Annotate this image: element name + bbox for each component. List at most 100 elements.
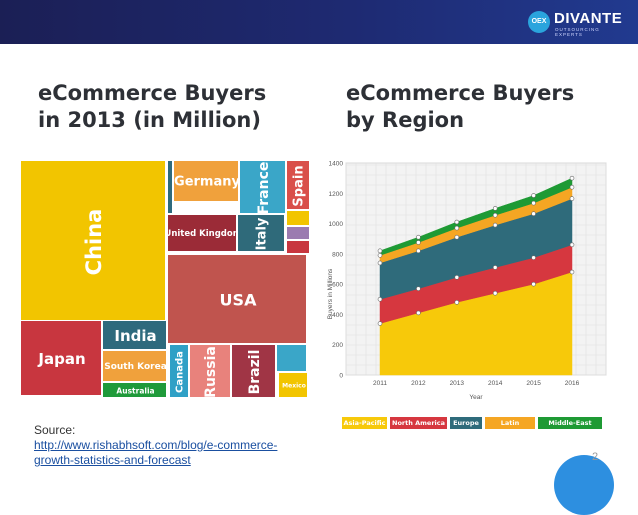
treemap-tile-brazil: Brazil [231, 344, 276, 398]
y-tick-label: 600 [332, 282, 343, 289]
data-point [531, 193, 536, 198]
left-heading-line2: in 2013 (in Million) [38, 108, 261, 132]
data-point [416, 234, 421, 240]
treemap-label: United Kingdom [167, 229, 237, 239]
data-point [454, 275, 460, 280]
left-heading-line1: eCommerce Buyers [38, 81, 267, 105]
right-chart-heading: eCommerce Buyers by Region [346, 80, 574, 134]
treemap-label: Italy [254, 217, 270, 251]
treemap-label: Brazil [246, 349, 263, 395]
data-point [377, 253, 383, 258]
treemap-tile-australia: Australia [102, 382, 167, 398]
treemap-label: Germany [174, 174, 239, 190]
data-point [416, 286, 421, 291]
x-tick-label: 2015 [526, 380, 541, 387]
treemap-label: Japan [38, 350, 86, 368]
treemap-label: Spain [291, 165, 307, 207]
treemap-tile-japan: Japan [20, 320, 102, 396]
treemap-tile-united-kingdom: United Kingdom [167, 214, 237, 252]
area-chart: 0 200 400 600 800 1000 1200 1400 2011 2012 2013 201… [327, 161, 607, 401]
oex-logo-icon: OEX [528, 11, 550, 33]
x-tick-label: 2013 [450, 380, 465, 387]
data-point [416, 248, 421, 254]
treemap-tile-mexico: Mexico [278, 372, 308, 398]
treemap-tile-small [286, 210, 310, 226]
left-chart-heading: eCommerce Buyers in 2013 (in Million) [38, 80, 266, 134]
source-link-line2[interactable]: growth-statistics-and-forecast [34, 453, 191, 467]
y-tick-label: 1400 [329, 161, 344, 168]
data-point [492, 290, 498, 296]
data-point [531, 255, 536, 260]
header-bar: OEX DIVANTE OUTSOURCING EXPERTS [0, 0, 638, 44]
treemap-tile-china: China [20, 160, 166, 322]
treemap-tile-canada: Canada [169, 344, 189, 398]
logo-name: DIVANTE [554, 10, 623, 27]
right-heading-line1: eCommerce Buyers [346, 81, 575, 105]
data-point [377, 248, 383, 254]
x-tick-label: 2012 [411, 380, 426, 387]
x-tick-label: 2016 [565, 380, 580, 387]
data-point [531, 211, 536, 217]
data-point [416, 240, 421, 245]
data-point [377, 260, 383, 266]
treemap-tile-france: France [239, 160, 286, 214]
treemap-label: China [82, 208, 106, 276]
treemap-label: USA [219, 290, 257, 310]
data-point [492, 222, 498, 228]
data-point [454, 225, 460, 231]
data-point [531, 281, 536, 287]
corner-decoration [554, 455, 614, 515]
data-point [569, 242, 575, 248]
treemap-tile-usa: USA [167, 254, 307, 344]
logo-tagline: OUTSOURCING EXPERTS [555, 27, 600, 37]
source-link-line1[interactable]: http://www.rishabhsoft.com/blog/e-commer… [34, 438, 278, 452]
data-point [531, 200, 536, 206]
data-point [454, 234, 460, 240]
y-tick-label: 0 [339, 373, 343, 380]
treemap-tile-small [167, 160, 173, 214]
data-point [377, 321, 383, 326]
source-label: Source: [34, 423, 76, 437]
data-point [492, 206, 498, 211]
treemap-tile-russia: Russia [189, 344, 231, 398]
legend-item-latin-america: Latin America [485, 417, 535, 439]
treemap-chart: China Germany France Spain United Kingdom Ita… [18, 156, 314, 400]
x-axis-label: Year [469, 394, 483, 401]
source-block: Source: http://www.rishabhsoft.com/blog/… [34, 423, 277, 468]
treemap-label: India [114, 327, 157, 345]
y-tick-label: 200 [332, 342, 343, 349]
data-point [492, 212, 498, 218]
treemap-label: Canada [174, 351, 186, 393]
legend-item-north-america: North America [390, 417, 447, 429]
y-axis-label: Buyers in Millions [327, 268, 334, 319]
treemap-tile-small [276, 344, 307, 372]
data-point [569, 196, 575, 201]
legend-item-europe: Europe [450, 417, 482, 429]
treemap-label: France [255, 161, 272, 214]
legend-item-middle-east-africa: Middle-East Africa [538, 417, 602, 439]
y-tick-label: 800 [332, 251, 343, 258]
data-point [454, 219, 460, 225]
right-heading-line2: by Region [346, 108, 465, 132]
treemap-tile-germany: Germany [173, 160, 239, 202]
page-number: 2 [592, 451, 599, 463]
treemap-label: Russia [203, 346, 219, 398]
x-tick-label: 2014 [488, 380, 503, 387]
y-tick-label: 400 [332, 312, 343, 319]
y-tick-label: 1000 [329, 221, 344, 228]
treemap-tile-south-korea: South Korea [102, 350, 167, 382]
treemap-label: South Korea [104, 362, 167, 372]
y-tick-label: 1200 [329, 191, 344, 198]
treemap-tile-italy: Italy [237, 214, 285, 252]
treemap-label: Australia [116, 386, 155, 396]
treemap-label: Mexico [282, 382, 306, 390]
data-point [569, 175, 575, 181]
treemap-tile-india: India [102, 320, 167, 350]
divante-logo[interactable]: OEX DIVANTE OUTSOURCING EXPERTS [528, 9, 628, 37]
legend-item-asia-pacific: Asia-Pacific [342, 417, 387, 429]
data-point [416, 310, 421, 316]
treemap-tile-small [286, 240, 310, 254]
data-point [454, 300, 460, 305]
data-point [569, 269, 575, 275]
x-tick-label: 2011 [373, 380, 387, 387]
